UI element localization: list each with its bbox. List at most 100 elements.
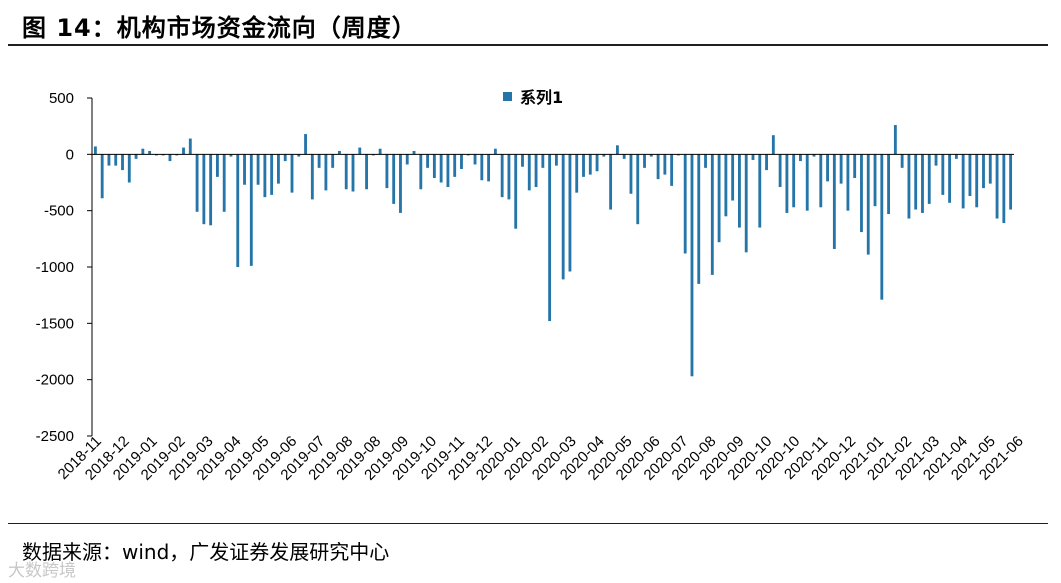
bar <box>636 154 640 225</box>
bar <box>832 154 836 249</box>
bar <box>514 154 518 229</box>
bar-series <box>93 125 1013 377</box>
bar <box>236 154 240 267</box>
bar <box>765 154 768 171</box>
bar <box>751 154 755 160</box>
bar <box>805 154 809 211</box>
bar <box>283 154 287 162</box>
bar <box>1009 154 1013 210</box>
bar <box>887 154 891 215</box>
bar <box>677 154 680 156</box>
bar <box>683 154 687 254</box>
bar <box>209 154 213 226</box>
bar <box>507 154 511 200</box>
bar <box>460 154 463 169</box>
y-tick-label: -500 <box>44 203 74 220</box>
bar <box>561 154 565 280</box>
bar <box>941 154 945 195</box>
bar <box>243 154 246 185</box>
bar <box>554 154 558 166</box>
bar <box>466 154 470 156</box>
bar <box>595 154 599 172</box>
bar <box>799 154 802 162</box>
bar <box>588 154 592 175</box>
bar <box>399 154 402 213</box>
legend-swatch <box>503 92 512 101</box>
bar <box>663 154 667 175</box>
bar <box>893 125 897 155</box>
bar <box>948 154 952 203</box>
bar <box>738 154 741 228</box>
watermark: 大数跨境 <box>8 561 76 581</box>
bar <box>812 154 816 157</box>
bar <box>114 154 118 166</box>
bar <box>351 154 355 192</box>
bar <box>995 154 999 219</box>
legend-label: 系列1 <box>520 88 563 107</box>
bar <box>568 154 572 272</box>
bar <box>344 154 348 190</box>
bar <box>338 150 341 155</box>
bar <box>968 154 972 197</box>
bar <box>548 154 552 322</box>
bar <box>656 154 660 180</box>
bar <box>615 145 619 155</box>
bar <box>378 148 382 155</box>
bar <box>93 146 97 155</box>
bar <box>629 154 633 194</box>
bar <box>826 154 829 182</box>
bar <box>582 154 585 177</box>
bar <box>1002 154 1006 224</box>
title-divider <box>8 44 1048 46</box>
bar <box>975 154 979 208</box>
bar <box>473 154 477 165</box>
bar <box>134 154 138 159</box>
bar <box>921 154 924 213</box>
bar <box>229 154 233 157</box>
bar <box>249 154 253 266</box>
bar <box>493 148 497 155</box>
y-tick-label: -2000 <box>36 372 74 389</box>
y-tick-label: -1500 <box>36 315 74 332</box>
bar <box>358 147 362 155</box>
bar <box>310 154 314 200</box>
bar <box>670 154 674 186</box>
bar <box>785 154 789 213</box>
y-tick-label: 0 <box>66 146 74 163</box>
bar <box>907 154 911 219</box>
y-tick-label: -2500 <box>36 428 74 445</box>
bar <box>622 154 626 159</box>
bar <box>961 154 965 209</box>
bar <box>107 154 111 166</box>
bar <box>324 154 328 191</box>
bar <box>609 154 613 210</box>
bar <box>419 154 423 190</box>
bar <box>121 154 124 171</box>
bar <box>188 138 192 155</box>
bar <box>432 154 436 178</box>
bar <box>182 147 185 155</box>
bar <box>480 154 484 181</box>
bar <box>819 154 823 208</box>
bar <box>934 154 938 166</box>
bar <box>256 154 260 185</box>
bar <box>290 154 294 193</box>
source-divider <box>8 523 1048 524</box>
bar <box>690 154 694 377</box>
bar <box>426 154 430 168</box>
bar <box>202 154 206 225</box>
bar <box>527 154 531 191</box>
bar <box>263 154 267 198</box>
bar <box>873 154 877 207</box>
bar <box>988 154 992 184</box>
y-axis: 500 0 -500 -1000 -1500 -2000 -2500 <box>36 90 93 445</box>
bar <box>304 134 307 155</box>
y-tick-label: 500 <box>49 90 74 107</box>
bar <box>771 135 775 155</box>
bar <box>860 154 863 233</box>
bar <box>331 154 335 168</box>
bar <box>880 154 884 300</box>
bar <box>724 154 728 217</box>
bar <box>744 154 748 253</box>
